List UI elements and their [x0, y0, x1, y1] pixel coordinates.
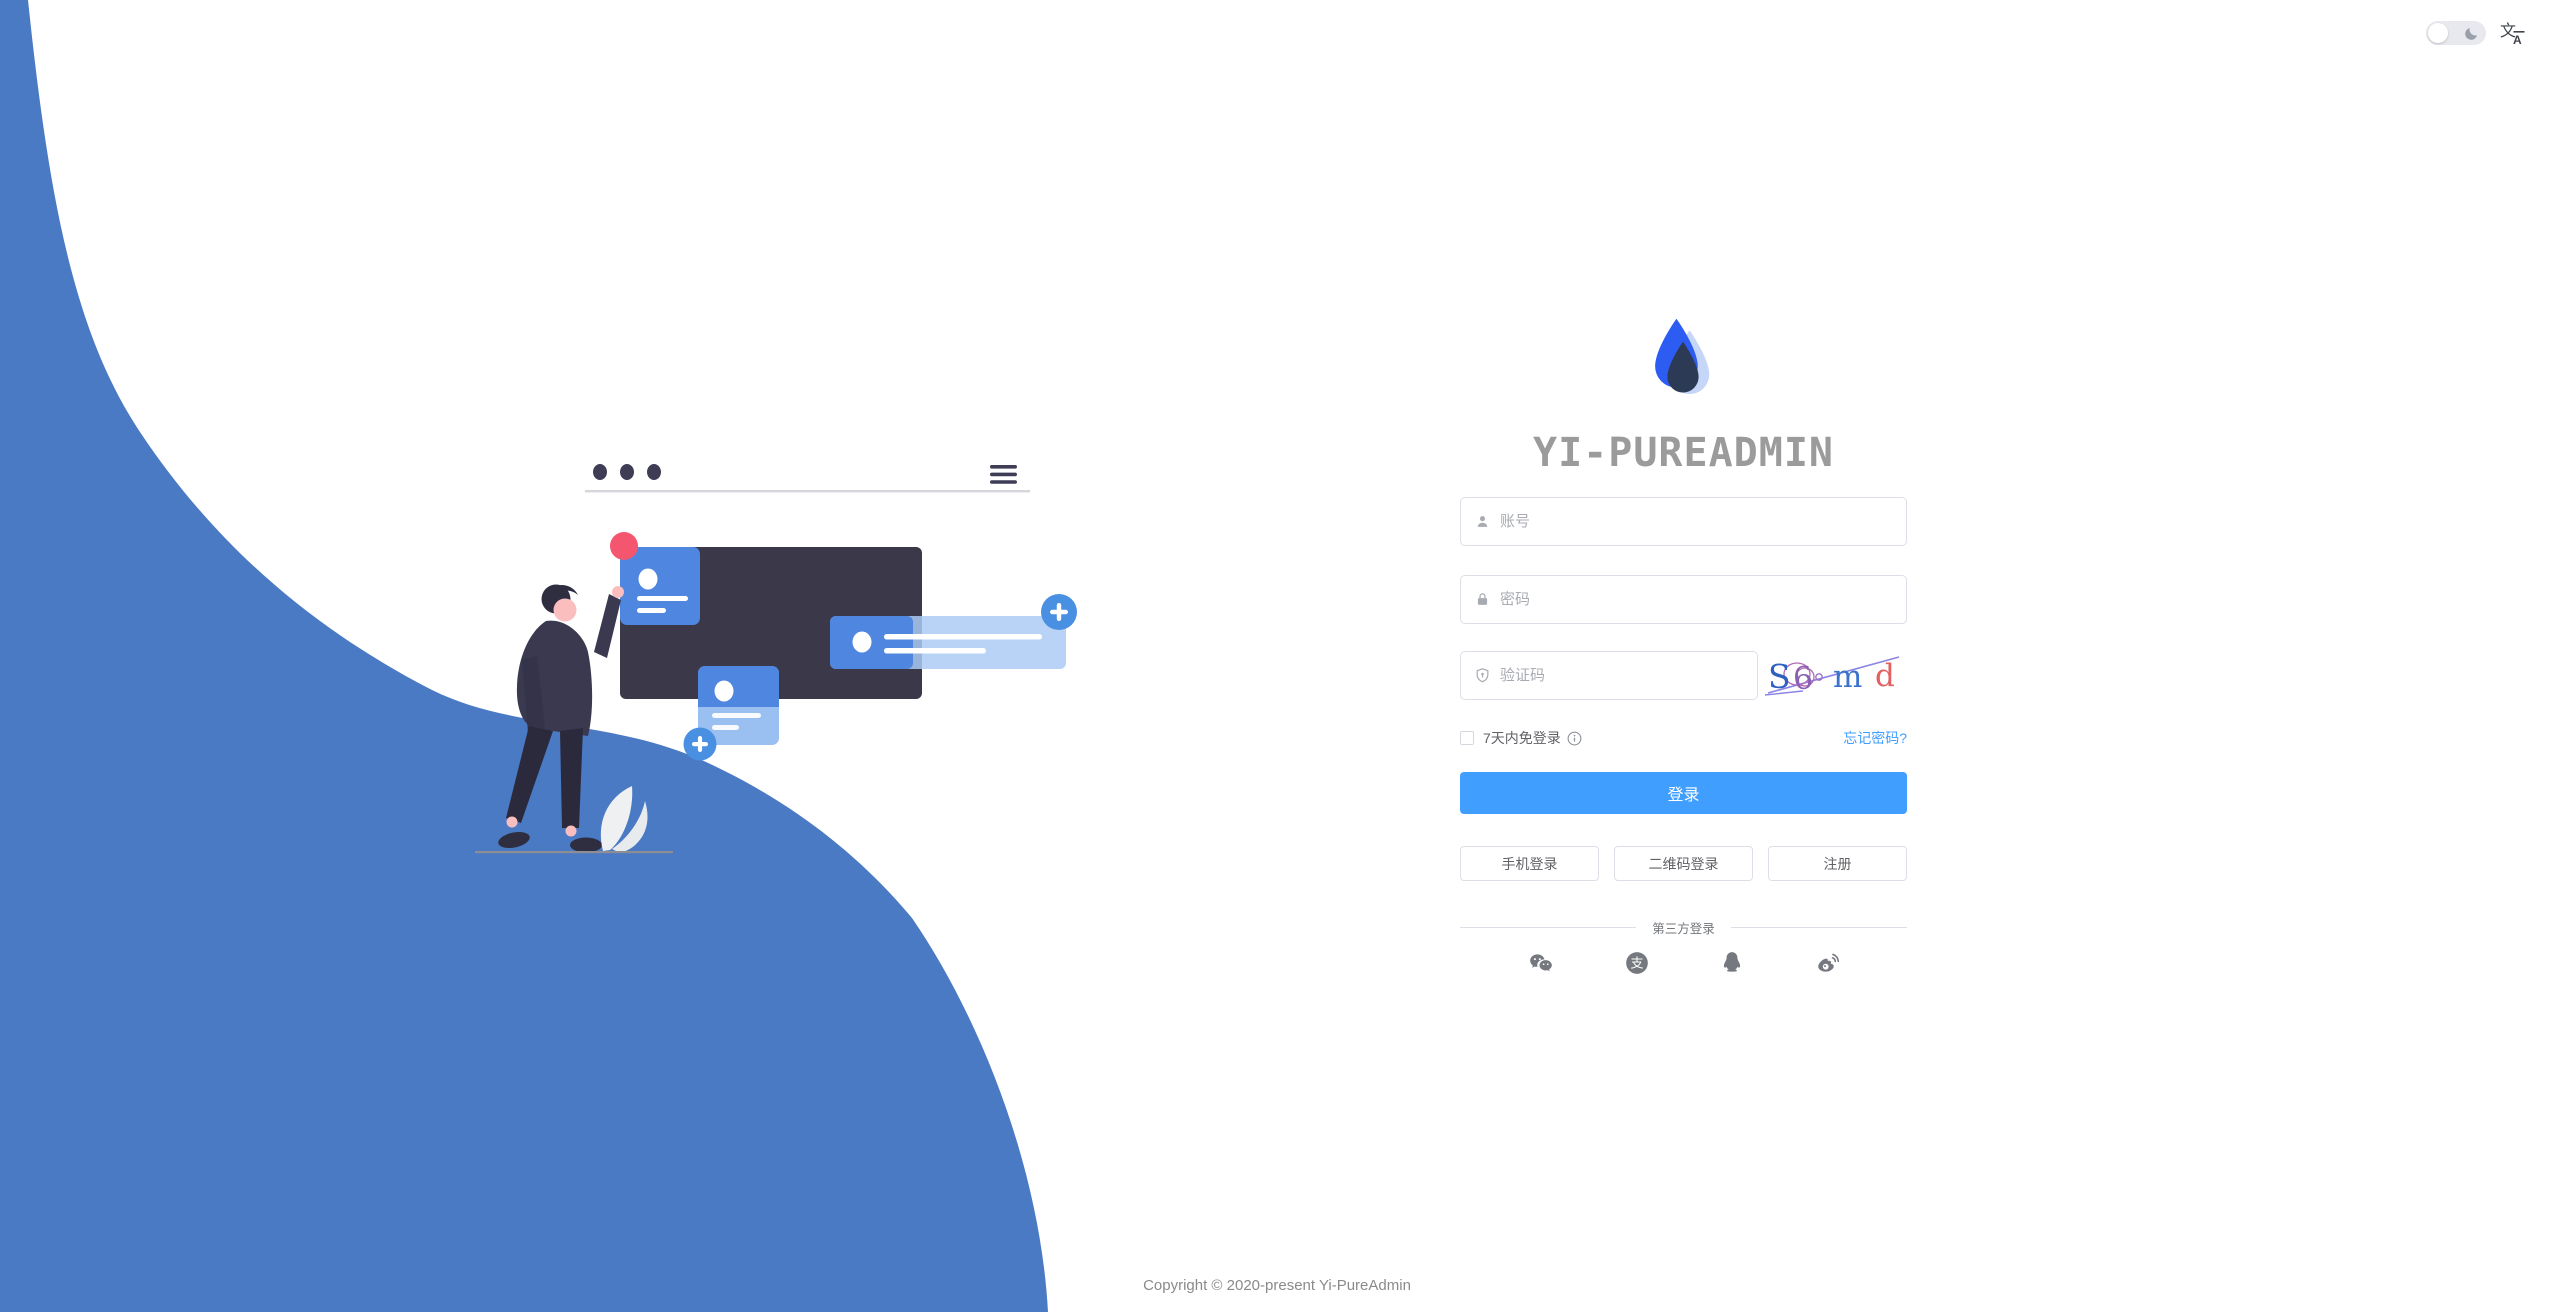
register-button[interactable]: 注册: [1768, 846, 1907, 881]
third-party-divider: 第三方登录: [1460, 918, 1908, 937]
leaf-graphic: [600, 786, 648, 853]
account-input[interactable]: [1500, 513, 1893, 530]
copyright-text: Copyright © 2020-present Yi-PureAdmin: [1143, 1277, 1411, 1294]
browser-bar-graphic: [585, 464, 1030, 493]
alipay-icon[interactable]: 支: [1624, 950, 1650, 976]
qq-icon[interactable]: [1719, 950, 1745, 976]
svg-text:d: d: [1875, 658, 1895, 694]
login-button[interactable]: 登录: [1460, 772, 1907, 814]
password-field-box: [1460, 575, 1907, 624]
user-icon: [1477, 516, 1488, 527]
dark-mode-toggle[interactable]: [2426, 21, 2486, 45]
moon-icon: [2465, 28, 2477, 40]
info-icon[interactable]: [1567, 731, 1582, 746]
toggle-knob: [2428, 23, 2448, 43]
remember-label: 7天内免登录: [1483, 730, 1561, 746]
svg-text:A: A: [2513, 33, 2522, 46]
svg-text:6: 6: [1791, 660, 1814, 698]
divider-line-left: [1460, 927, 1637, 928]
ground-line-graphic: [475, 851, 673, 854]
svg-text:文: 文: [2500, 22, 2516, 40]
phone-login-button[interactable]: 手机登录: [1460, 846, 1599, 881]
svg-text:S: S: [1768, 657, 1791, 696]
wave-shape: [0, 0, 1048, 1312]
divider-label: 第三方登录: [1652, 922, 1715, 936]
alt-login-row: 手机登录 二维码登录 注册: [1460, 846, 1907, 881]
user-card-graphic: [610, 532, 700, 625]
red-dot-graphic: [610, 532, 638, 560]
notification-bar-graphic: [830, 594, 1077, 669]
captcha-image[interactable]: S 6 m d: [1763, 648, 1903, 700]
remember-checkbox[interactable]: [1460, 731, 1474, 745]
topbar: 文 A: [2426, 20, 2526, 46]
wechat-icon[interactable]: [1528, 950, 1554, 976]
captcha-field-box: [1460, 651, 1758, 700]
forgot-password-link[interactable]: 忘记密码?: [1843, 730, 1907, 746]
svg-text:支: 支: [1630, 956, 1643, 971]
remember-row: 7天内免登录 忘记密码?: [1460, 727, 1907, 749]
shield-icon: [1476, 668, 1489, 683]
account-field-box: [1460, 497, 1907, 546]
lock-icon: [1477, 593, 1488, 605]
translate-icon[interactable]: 文 A: [2500, 20, 2526, 46]
qrcode-login-button[interactable]: 二维码登录: [1614, 846, 1753, 881]
social-login-row: 支: [1460, 950, 1907, 976]
login-illustration: [0, 0, 1077, 1312]
weibo-icon[interactable]: [1815, 950, 1841, 976]
divider-line-right: [1730, 927, 1908, 928]
user-card2-graphic: [683, 666, 779, 761]
logo-icon: [1655, 318, 1710, 395]
captcha-input[interactable]: [1500, 667, 1744, 684]
password-input[interactable]: [1500, 591, 1893, 608]
svg-text:m: m: [1833, 659, 1862, 695]
person-graphic: [498, 584, 624, 853]
page-title: YI-PUREADMIN: [1533, 430, 1834, 476]
